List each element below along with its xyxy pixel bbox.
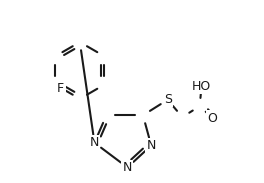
Text: HO: HO: [192, 79, 211, 93]
Text: N: N: [123, 161, 132, 174]
Text: F: F: [57, 82, 64, 95]
Text: O: O: [208, 111, 218, 125]
Text: N: N: [147, 139, 156, 152]
Text: S: S: [164, 93, 172, 106]
Text: N: N: [90, 136, 99, 149]
